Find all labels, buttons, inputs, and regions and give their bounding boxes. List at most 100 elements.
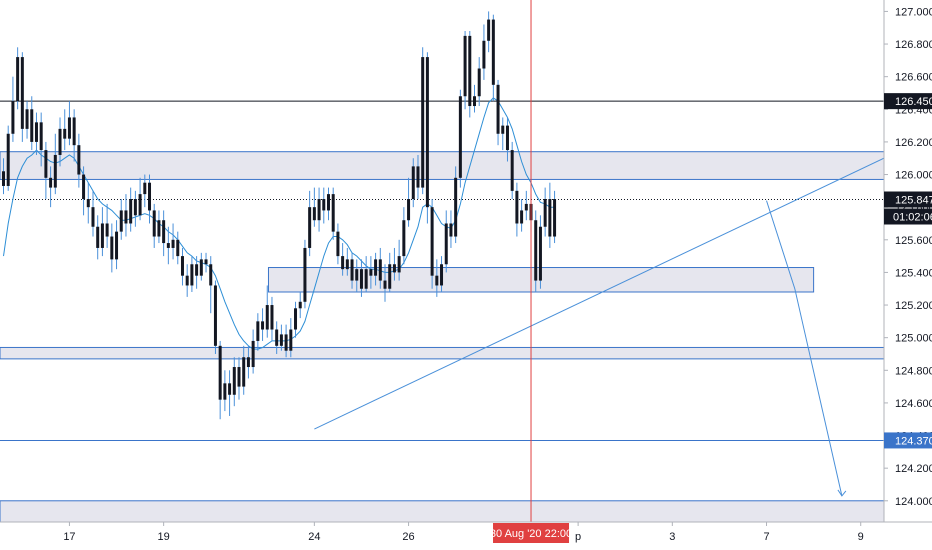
candle-body bbox=[449, 223, 453, 237]
candle-body bbox=[72, 117, 76, 146]
candle-body bbox=[369, 269, 373, 276]
candle-body bbox=[96, 226, 100, 248]
candle-body bbox=[199, 259, 203, 276]
price-tick-label: 126.600 bbox=[895, 72, 932, 84]
moving-average-line bbox=[3, 97, 555, 350]
level-tag-label: 124.370 bbox=[895, 435, 932, 447]
candle-body bbox=[110, 236, 114, 260]
candle-body bbox=[49, 177, 53, 188]
candle-body bbox=[34, 122, 38, 142]
time-tick-label: 19 bbox=[158, 531, 170, 543]
zone-box bbox=[0, 151, 932, 180]
cursor-time-label: 30 Aug '20 22:00 bbox=[490, 528, 572, 540]
candle-body bbox=[444, 223, 448, 265]
candle-body bbox=[171, 239, 175, 248]
candle-body bbox=[345, 259, 349, 270]
candle-body bbox=[270, 305, 274, 330]
candle-body bbox=[148, 182, 152, 211]
candle-body bbox=[548, 199, 552, 237]
candle-body bbox=[477, 68, 481, 97]
candle-body bbox=[378, 259, 382, 281]
candle-body bbox=[416, 166, 420, 188]
candle-body bbox=[190, 264, 194, 286]
candle-body bbox=[246, 357, 250, 368]
candle-body bbox=[463, 35, 467, 97]
candle-body bbox=[265, 305, 269, 330]
time-tick-label: 24 bbox=[308, 531, 320, 543]
candle-body bbox=[228, 383, 232, 395]
candle-body bbox=[392, 264, 396, 273]
candle-body bbox=[336, 231, 340, 257]
candle-body bbox=[58, 128, 62, 155]
candle-body bbox=[524, 203, 528, 211]
candle-body bbox=[213, 285, 217, 346]
candle-body bbox=[77, 145, 81, 175]
candle-body bbox=[501, 125, 505, 134]
candle-body bbox=[237, 367, 241, 387]
candle-body bbox=[496, 84, 500, 134]
candle-body bbox=[322, 199, 326, 211]
current-price-tag bbox=[884, 191, 932, 208]
candle-body bbox=[440, 264, 444, 286]
candle-body bbox=[67, 117, 71, 139]
candle-body bbox=[482, 40, 486, 69]
candle-body bbox=[289, 329, 293, 351]
candle-body bbox=[491, 19, 495, 85]
candle-body bbox=[223, 383, 227, 400]
level-layer bbox=[0, 100, 884, 441]
countdown-label: 01:02:06 bbox=[893, 212, 932, 224]
time-tick-label: 3 bbox=[669, 531, 675, 543]
candle-body bbox=[317, 199, 321, 221]
candle-body bbox=[515, 190, 519, 224]
candle-body bbox=[421, 57, 425, 188]
candle-body bbox=[383, 280, 387, 289]
level-tag bbox=[884, 93, 932, 110]
candle-body bbox=[364, 269, 368, 289]
projection-path bbox=[766, 200, 843, 497]
candle-body bbox=[331, 194, 335, 232]
candle-body bbox=[303, 247, 307, 302]
candle-body bbox=[105, 223, 109, 237]
candle-body bbox=[30, 109, 34, 142]
candle-body bbox=[388, 264, 392, 289]
current-price-tag-label: 125.847 bbox=[895, 195, 932, 207]
candle-body bbox=[242, 357, 246, 387]
price-tick-label: 125.600 bbox=[895, 235, 932, 247]
candle-body bbox=[510, 150, 514, 191]
candle-body bbox=[162, 220, 166, 244]
zone-box bbox=[0, 346, 932, 360]
price-tick-label: 125.000 bbox=[895, 333, 932, 345]
candle-body bbox=[20, 57, 24, 129]
candle-body bbox=[100, 223, 104, 248]
candle-body bbox=[275, 329, 279, 346]
candle-body bbox=[543, 199, 547, 227]
level-tag bbox=[884, 432, 932, 449]
candle-body bbox=[261, 321, 265, 330]
candle-body bbox=[553, 199, 557, 237]
candle-body bbox=[195, 264, 199, 276]
candle-body bbox=[185, 275, 189, 286]
candle-body bbox=[435, 275, 439, 286]
candle-body bbox=[326, 194, 330, 211]
candle-body bbox=[251, 340, 255, 368]
candle-body bbox=[538, 226, 542, 281]
candle-body bbox=[294, 308, 298, 330]
candle-body bbox=[176, 239, 180, 257]
time-tick-label: p bbox=[575, 531, 581, 543]
candle-body bbox=[11, 101, 15, 134]
candle-body bbox=[63, 128, 67, 139]
candle-body bbox=[350, 259, 354, 281]
candle-body bbox=[16, 57, 20, 102]
candle-body bbox=[284, 334, 288, 351]
candle-body bbox=[411, 166, 415, 200]
candle-body bbox=[298, 301, 302, 309]
candle-body bbox=[355, 269, 359, 281]
candle-body bbox=[407, 199, 411, 221]
candle-body bbox=[124, 210, 128, 224]
candle-body bbox=[86, 199, 90, 208]
zone-box bbox=[0, 500, 932, 523]
price-tick-label: 125.200 bbox=[895, 300, 932, 312]
price-axis-background bbox=[884, 0, 932, 550]
candle-body bbox=[468, 35, 472, 107]
